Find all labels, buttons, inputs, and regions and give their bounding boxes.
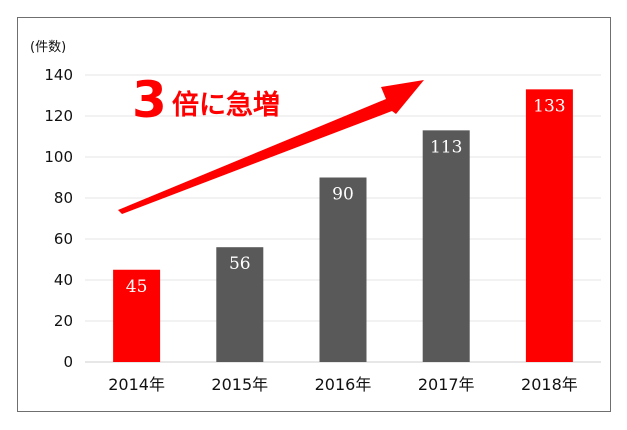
y-tick-label: 0 [63,353,73,371]
trend-arrow-icon [118,80,424,214]
data-labels: 45 56 90 113 133 [126,96,566,296]
bar [216,247,264,362]
data-label: 56 [229,254,251,274]
data-label: 113 [430,137,462,157]
y-axis-unit-label: (件数) [30,40,66,55]
x-tick-label: 2015年 [211,375,268,394]
data-label: 45 [126,277,148,297]
data-label: 133 [533,96,565,116]
x-axis-categories: 2014年 2015年 2016年 2017年 2018年 [108,375,578,394]
y-tick-label: 60 [54,230,73,248]
x-tick-label: 2018年 [521,375,578,394]
bar [422,130,470,362]
data-label: 90 [332,185,354,205]
bars [113,89,573,362]
annotation-number: 3 [132,71,167,129]
x-tick-label: 2017年 [418,375,475,394]
y-tick-label: 80 [54,189,73,207]
annotation: 3 倍に急増 [118,71,424,214]
y-tick-label: 120 [44,107,73,125]
y-axis-ticks: 0 20 40 60 80 100 120 140 [44,66,73,371]
bar [319,177,367,362]
y-tick-label: 100 [44,148,73,166]
bar [113,269,161,362]
bar [525,89,573,362]
y-tick-label: 20 [54,312,73,330]
annotation-text: 倍に急増 [172,89,280,121]
y-tick-label: 140 [44,66,73,84]
x-tick-label: 2016年 [315,375,372,394]
x-tick-label: 2014年 [108,375,165,394]
y-tick-label: 40 [54,271,73,289]
